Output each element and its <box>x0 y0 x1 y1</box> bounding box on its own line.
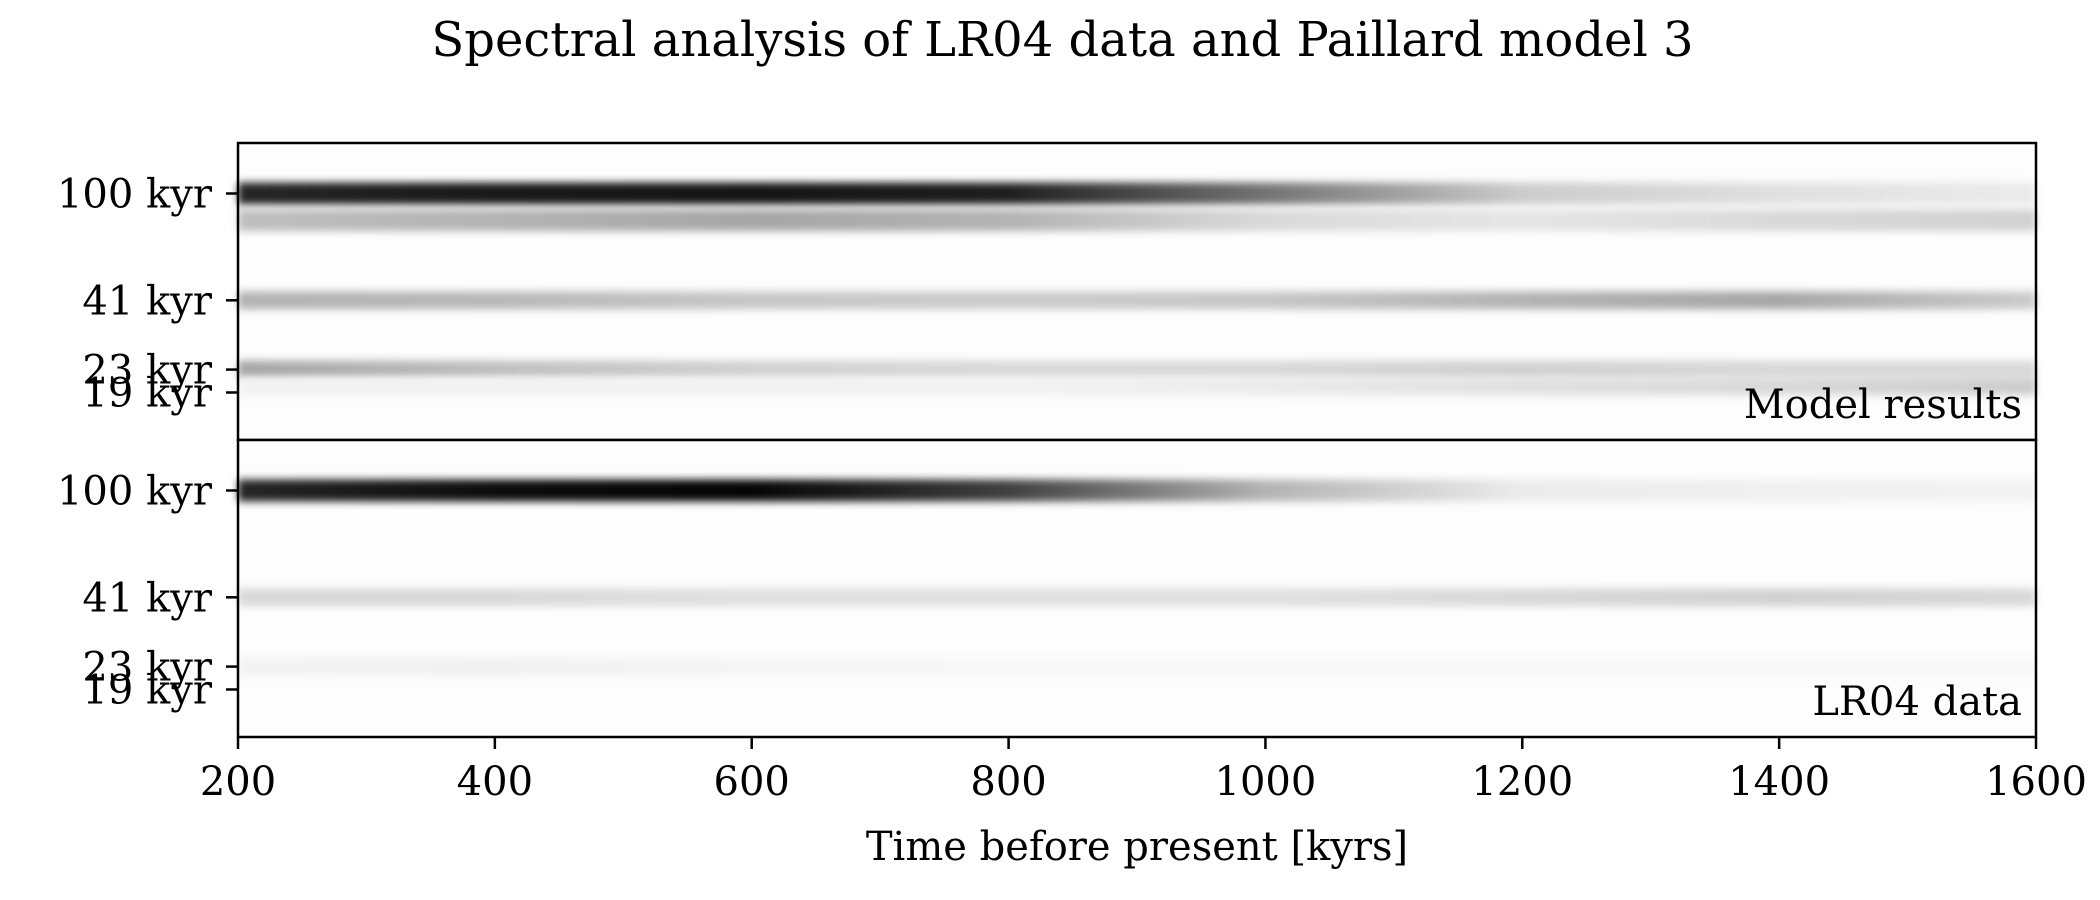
x-tick-label: 800 <box>970 759 1046 805</box>
x-axis-label: Time before present [kyrs] <box>866 824 1408 870</box>
spectral-band <box>238 209 2036 232</box>
y-tick-label: 41 kyr <box>82 575 212 621</box>
y-tick-label: 100 kyr <box>57 171 213 217</box>
x-tick-label: 600 <box>714 759 790 805</box>
x-axis: 200 400 600 800 1000 1200 1400 1600 <box>200 737 2087 805</box>
panel-label: LR04 data <box>1812 679 2022 725</box>
x-tick-label: 200 <box>200 759 276 805</box>
x-tick-label: 1000 <box>1215 759 1317 805</box>
spectral-band <box>238 377 2036 396</box>
y-tick-label: 100 kyr <box>57 468 213 514</box>
x-tick-label: 400 <box>457 759 533 805</box>
spectral-band <box>238 479 2036 502</box>
y-tick-label: 19 kyr <box>82 667 212 713</box>
x-tick-label: 1600 <box>1985 759 2087 805</box>
spectral-band <box>238 360 2036 379</box>
chart-title: Spectral analysis of LR04 data and Paill… <box>431 12 1694 68</box>
spectral-band <box>238 291 2036 310</box>
y-tick-label: 41 kyr <box>82 278 212 324</box>
y-tick-label: 23 kyr <box>82 645 212 691</box>
y-tick-label: 23 kyr <box>82 348 212 394</box>
spectral-band <box>238 588 2036 607</box>
y-tick-label: 19 kyr <box>82 370 212 416</box>
spectral-band <box>238 657 2036 676</box>
x-tick-label: 1400 <box>1728 759 1830 805</box>
panel-frame <box>236 438 2038 739</box>
panel-label: Model results <box>1744 382 2022 428</box>
spectral-band <box>238 182 2036 205</box>
x-tick-label: 1200 <box>1471 759 1573 805</box>
